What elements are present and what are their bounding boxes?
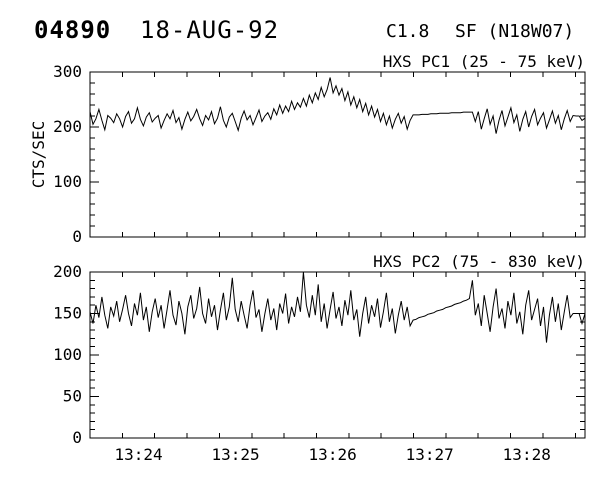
chart-title: HXS PC1 (25 - 75 keV) — [383, 52, 585, 71]
event-number: 04890 — [34, 16, 112, 44]
y-axis-label: CTS/SEC — [29, 121, 48, 188]
x-tick-label: 13:27 — [406, 445, 454, 464]
y-tick-label: 300 — [53, 62, 82, 81]
x-tick-label: 13:28 — [503, 445, 551, 464]
chart-2: 0 50 100 150 200 13:24 13:25 13:26 13:27 13:28 HXS… — [53, 252, 586, 464]
chart-title: HXS PC2 (75 - 830 keV) — [373, 252, 585, 271]
y-tick-label: 100 — [53, 345, 82, 364]
x-tick-label: 13:24 — [114, 445, 162, 464]
y-tick-label: 200 — [53, 262, 82, 281]
lightcurve-trace-1 — [89, 77, 586, 134]
plot-frame — [89, 271, 586, 439]
event-date: 18-AUG-92 — [140, 16, 280, 44]
y-tick-label: 0 — [72, 227, 82, 246]
x-tick-label: 13:25 — [212, 445, 260, 464]
chart-1: 0 100 200 300 HXS PC1 (25 - 75 keV) CTS/SEC — [29, 52, 586, 246]
lightcurve-trace-2 — [89, 271, 586, 343]
y-tick-label: 50 — [63, 387, 82, 406]
y-tick-label: 100 — [53, 172, 82, 191]
goes-class: C1.8 — [386, 21, 430, 42]
plot-frame — [89, 71, 586, 238]
y-tick-label: 150 — [53, 304, 82, 323]
flare-type-location: SF (N18W07) — [455, 21, 575, 42]
y-tick-label: 200 — [53, 117, 82, 136]
y-tick-label: 0 — [72, 428, 82, 447]
x-tick-label: 13:26 — [309, 445, 357, 464]
